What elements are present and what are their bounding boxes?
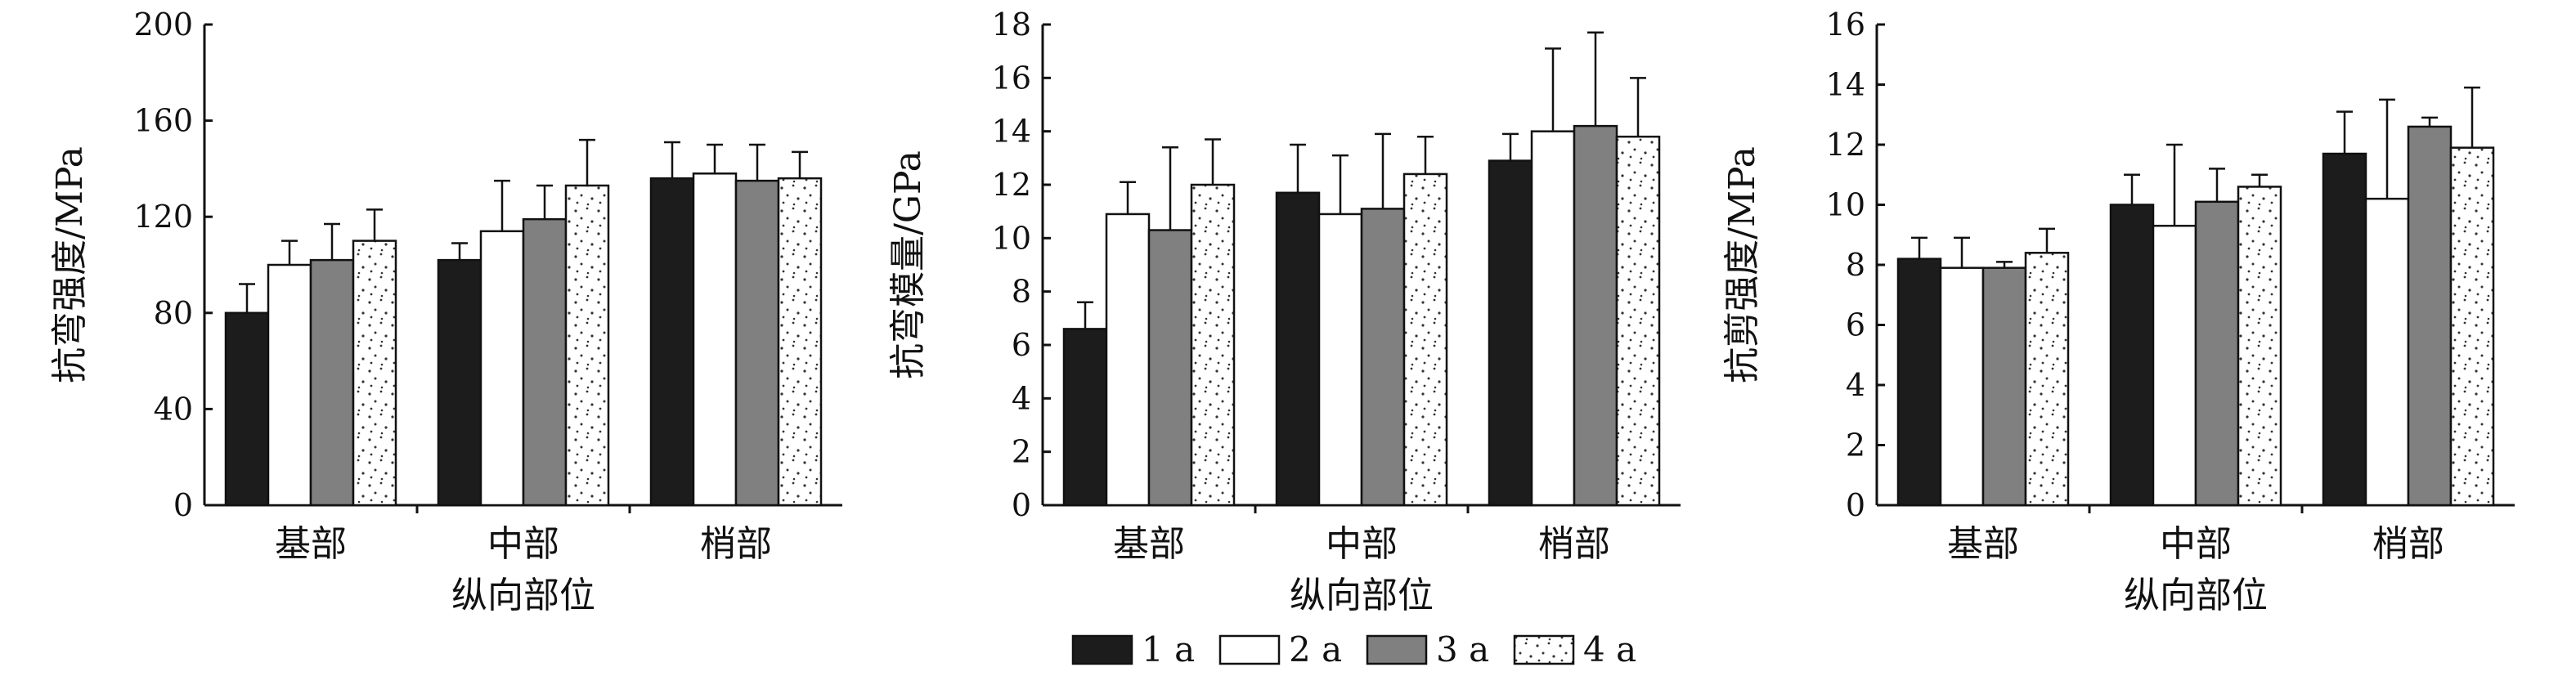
y-axis-title: 抗弯强度/MPa [49,146,91,383]
bar-3a-梢部 [2407,125,2453,507]
bar-2a-基部 [1105,213,1151,507]
bar-4a-基部 [352,240,397,507]
x-tick-label: 基部 [1947,523,2019,565]
y-tick-label: 10 [992,220,1031,256]
bar-2a-基部 [267,263,312,507]
legend-label: 2 a [1289,629,1342,669]
bar-2a-梢部 [692,172,738,507]
bar-3a-基部 [309,258,355,507]
bar-1a-梢部 [2322,152,2367,507]
legend-item: 1 a [1071,629,1195,669]
bar-2a-中部 [1317,213,1363,507]
y-tick-label: 4 [1012,380,1031,416]
bar-3a-梢部 [1573,124,1618,507]
legend-item: 4 a [1513,629,1636,669]
legend-label: 4 a [1583,629,1636,669]
legend-swatch [1071,634,1133,665]
bar-3a-基部 [1981,266,2027,507]
y-tick-label: 12 [1826,127,1865,163]
x-axis-title: 纵向部位 [451,575,595,616]
bar-3a-中部 [1360,208,1406,507]
bar-3a-基部 [1147,229,1193,507]
bar-2a-中部 [2152,224,2197,507]
bar-4a-中部 [2237,186,2282,507]
y-tick-label: 40 [154,391,193,427]
y-tick-label: 120 [133,199,193,235]
x-tick-label: 基部 [1113,523,1185,565]
bar-4a-梢部 [2449,146,2495,507]
x-axis-title: 纵向部位 [1290,575,1434,616]
bar-1a-基部 [1896,257,1942,507]
bar-1a-梢部 [1488,159,1533,507]
y-tick-label: 80 [154,295,193,331]
x-tick-label: 中部 [2160,523,2232,565]
y-tick-label: 6 [1012,327,1031,363]
bar-1a-梢部 [649,177,695,507]
y-tick-label: 2 [1846,428,1865,463]
y-tick-label: 10 [1826,187,1865,223]
bar-4a-基部 [2024,252,2070,507]
x-tick-label: 中部 [487,523,559,565]
bar-1a-基部 [224,311,270,507]
y-tick-label: 0 [173,487,193,523]
y-tick-label: 14 [1826,67,1865,103]
bar-4a-梢部 [1615,135,1661,507]
x-tick-label: 基部 [275,523,347,565]
x-tick-label: 梢部 [2372,523,2444,565]
bar-3a-中部 [522,217,568,507]
y-tick-label: 16 [992,60,1031,96]
legend-swatch [1366,634,1428,665]
y-tick-label: 14 [992,114,1031,150]
bar-3a-梢部 [734,179,780,507]
y-tick-label: 0 [1846,487,1865,523]
bar-2a-梢部 [1530,130,1576,507]
y-tick-label: 2 [1012,434,1031,470]
bar-4a-中部 [564,184,610,507]
y-tick-label: 6 [1846,307,1865,343]
y-tick-label: 12 [992,167,1031,203]
legend-item: 2 a [1218,629,1342,669]
x-tick-label: 梢部 [700,523,772,565]
y-tick-label: 8 [1012,274,1031,310]
y-tick-label: 160 [133,103,193,139]
y-tick-label: 4 [1846,367,1865,403]
y-tick-label: 18 [992,7,1031,43]
bar-1a-中部 [437,258,482,507]
bar-4a-基部 [1190,183,1236,507]
legend: 1 a 2 a 3 a 4 a [1071,629,1636,669]
x-axis-title: 纵向部位 [2124,575,2268,616]
bar-3a-中部 [2194,200,2240,507]
x-tick-label: 中部 [1326,523,1398,565]
y-axis-title: 抗弯模量/GPa [887,150,929,379]
y-axis-title: 抗剪强度/MPa [1721,146,1763,383]
legend-item: 3 a [1366,629,1489,669]
y-tick-label: 200 [133,7,193,43]
x-tick-label: 梢部 [1538,523,1610,565]
legend-label: 3 a [1436,629,1489,669]
bar-1a-基部 [1062,328,1108,507]
bar-4a-中部 [1402,172,1448,507]
legend-swatch [1218,634,1281,665]
bar-4a-梢部 [777,177,823,507]
y-tick-label: 8 [1846,247,1865,283]
bar-2a-梢部 [2364,197,2410,507]
legend-label: 1 a [1142,629,1195,669]
bar-1a-中部 [1275,191,1321,507]
y-tick-label: 0 [1012,487,1031,523]
bar-1a-中部 [2109,204,2155,507]
legend-swatch [1513,634,1575,665]
y-tick-label: 16 [1826,7,1865,43]
bar-2a-中部 [479,230,525,507]
bar-2a-基部 [1939,266,1985,507]
